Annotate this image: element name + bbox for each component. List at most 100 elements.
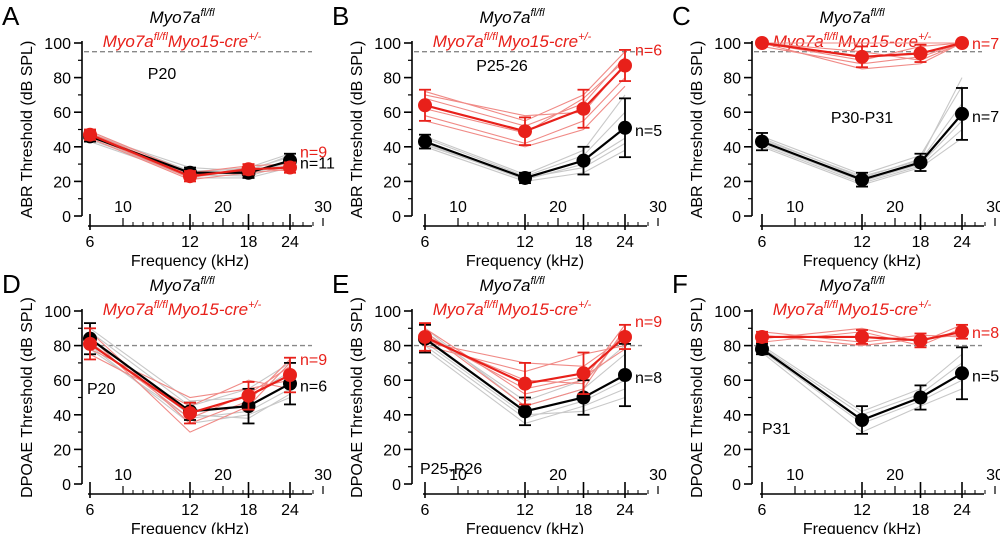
mean-point [618,58,632,73]
individual-trace [761,129,963,184]
x-tick-label: 12 [853,234,871,251]
individual-trace [761,42,963,61]
mean-point [418,98,432,113]
x-tick-label: 6 [758,234,767,251]
x-tick-label: 24 [281,502,299,519]
individual-trace [761,346,963,416]
mean-line [424,337,626,413]
panel-label: B [332,1,349,31]
n-label: n=6 [300,379,327,396]
n-label: n=6 [635,42,662,59]
y-tick-label: 100 [374,304,401,321]
mean-point [418,329,432,344]
panel-label: A [2,1,20,31]
individual-trace [761,103,963,177]
y-tick-label: 40 [53,140,71,157]
khz-tick-label: 20 [214,199,232,216]
individual-trace [89,353,291,407]
n-label: n=7 [972,109,999,126]
x-tick-label: 12 [181,234,199,251]
panel-D: D 0 20 40 60 80 100 DPOAE Threshold (dB SPL) 6 12… [2,269,332,534]
age-label: P25-P26 [420,461,482,478]
khz-tick-label: 10 [786,199,804,216]
y-tick-label: 20 [723,174,741,191]
panel-label: E [332,269,349,299]
individual-trace [761,77,963,179]
age-label: P30-P31 [831,110,893,127]
mean-point [855,49,869,64]
individual-trace [424,85,626,148]
panel-F: F 0 20 40 60 80 100 DPOAE Threshold (dB SPL) 6 12… [672,269,1000,534]
y-tick-label: 0 [392,477,401,494]
mean-line [762,330,963,342]
y-tick-label: 40 [383,408,401,425]
n-label: n=8 [635,370,662,387]
individual-trace [761,120,963,182]
y-tick-label: 20 [53,174,71,191]
y-tick-label: 0 [732,477,741,494]
khz-tick-label: 30 [986,199,1000,216]
legend-mutant: Myo7afl/flMyo15-cre+/- [103,299,262,319]
panel-label: C [672,1,691,31]
legend-control: Myo7afl/fl [819,7,885,27]
mean-point [955,106,969,121]
y-tick-label: 60 [53,105,71,122]
mean-line [424,64,626,133]
individual-trace [424,348,626,425]
individual-trace [761,42,963,65]
y-tick-label: 40 [53,408,71,425]
khz-tick-label: 30 [314,467,332,484]
mean-point [83,336,97,351]
y-axis-title: DPOAE Threshold (dB SPL) [19,297,36,498]
y-tick-label: 80 [53,71,71,88]
mean-point [855,329,869,344]
mean-point [283,368,297,383]
khz-tick-label: 20 [549,199,567,216]
mean-point [955,366,969,381]
legend-control: Myo7afl/fl [149,275,215,295]
x-tick-label: 18 [575,502,593,519]
individual-trace [761,345,963,412]
y-tick-label: 20 [53,442,71,459]
mean-line [424,335,626,385]
mean-point [913,333,928,348]
mean-point [755,134,769,149]
y-tick-label: 80 [53,339,71,356]
x-tick-label: 24 [616,502,634,519]
x-axis-title: Frequency (kHz) [466,521,584,534]
y-tick-label: 0 [62,477,71,494]
mean-point [518,124,532,139]
x-tick-label: 24 [953,234,971,251]
x-axis-title: Frequency (kHz) [803,253,921,270]
legend-control: Myo7afl/fl [479,7,545,27]
x-tick-label: 6 [758,502,767,519]
mean-point [518,404,532,419]
legend-mutant: Myo7afl/flMyo15-cre+/- [773,299,932,319]
mean-point [755,329,769,344]
individual-trace [424,345,626,373]
individual-trace [424,334,626,390]
khz-tick-label: 30 [649,199,667,216]
legend-control: Myo7afl/fl [479,275,545,295]
y-tick-label: 20 [723,442,741,459]
panel-A: A 0 20 40 60 80 100 ABR Threshold (dB SPL) 6 12 18… [2,1,335,270]
khz-tick-label: 20 [886,467,904,484]
x-tick-label: 12 [181,502,199,519]
mean-point [183,406,197,421]
khz-tick-label: 30 [986,467,1000,484]
y-axis-title: DPOAE Threshold (dB SPL) [689,297,706,498]
x-tick-label: 18 [240,234,258,251]
panel-C: C 0 20 40 60 80 100 ABR Threshold (dB SPL) 6 12 18… [672,1,1000,270]
y-tick-label: 40 [723,408,741,425]
x-axis-title: Frequency (kHz) [803,521,921,534]
mean-point [955,36,969,50]
mean-point [855,172,869,187]
y-tick-label: 60 [723,105,741,122]
mean-line [89,342,291,415]
legend-mutant: Myo7afl/flMyo15-cre+/- [433,31,592,51]
individual-trace [424,111,626,177]
mean-point [618,120,632,135]
mean-point [418,134,432,149]
x-tick-label: 12 [516,502,534,519]
y-axis-title: ABR Threshold (dB SPL) [19,41,36,219]
